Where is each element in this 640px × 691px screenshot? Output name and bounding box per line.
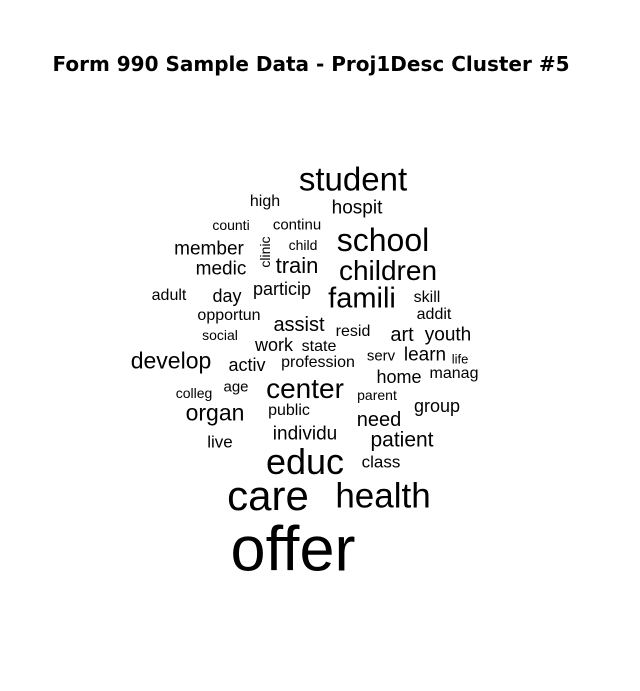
word-student: student [298, 160, 408, 198]
word-particip: particip [252, 279, 312, 299]
word-continu: continu [272, 216, 322, 234]
word-day: day [212, 286, 242, 306]
word-patient: patient [370, 428, 434, 452]
word-group: group [413, 396, 461, 416]
word-social: social [202, 327, 238, 343]
word-learn: learn [403, 344, 447, 366]
word-youth: youth [424, 324, 472, 346]
word-educ: educ [265, 441, 345, 482]
word-state: state [301, 338, 337, 355]
word-children: children [338, 255, 438, 286]
word-medic: medic [195, 258, 247, 280]
chart-title: Form 990 Sample Data - Proj1Desc Cluster… [52, 52, 570, 76]
word-organ: organ [185, 399, 245, 426]
word-resid: resid [335, 323, 371, 340]
word-health: health [335, 476, 431, 516]
word-work: work [254, 335, 294, 355]
word-school: school [336, 222, 430, 258]
word-colleg: colleg [175, 385, 213, 401]
word-need: need [356, 409, 402, 431]
word-opportun: opportun [197, 307, 261, 324]
word-famili: famili [328, 282, 396, 315]
word-parent: parent [357, 387, 397, 403]
word-live: live [207, 432, 233, 452]
word-home: home [376, 367, 422, 387]
word-train: train [275, 253, 319, 278]
word-member: member [174, 238, 244, 260]
word-age: age [223, 378, 249, 396]
word-skill: skill [413, 289, 441, 306]
word-art: art [390, 324, 414, 346]
word-public: public [268, 402, 310, 419]
word-addit: addit [416, 306, 452, 323]
word-adult: adult [151, 287, 187, 304]
word-offer: offer [230, 514, 356, 585]
word-activ: activ [228, 355, 266, 375]
word-hospit: hospit [331, 197, 383, 219]
word-assist: assist [273, 314, 325, 336]
word-child: child [288, 237, 318, 253]
word-high: high [249, 193, 281, 210]
word-profession: profession [281, 354, 355, 371]
word-class: class [361, 452, 401, 472]
word-manag: manag [429, 365, 479, 382]
word-life: life [451, 351, 469, 367]
word-center: center [266, 373, 344, 404]
word-serv: serv [366, 347, 396, 365]
word-develop: develop [130, 347, 212, 374]
word-clinic: clinic [257, 236, 273, 268]
word-care: care [227, 472, 309, 519]
word-individu: individu [272, 423, 338, 445]
word-counti: counti [212, 217, 250, 233]
